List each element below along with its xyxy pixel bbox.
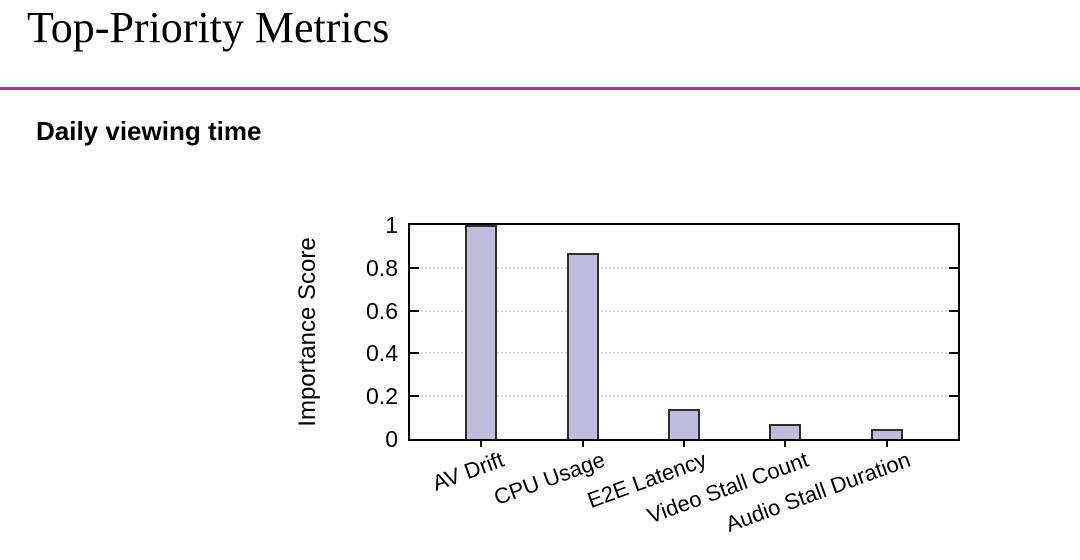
bar	[566, 253, 599, 439]
x-tick-mark	[784, 441, 787, 447]
gridline	[410, 395, 958, 398]
y-tick-label: 1	[385, 212, 398, 238]
x-tick-mark	[683, 441, 685, 447]
y-tick-mark	[949, 266, 958, 269]
y-tick-mark	[949, 309, 958, 312]
x-tick-mark	[480, 441, 483, 447]
gridline	[410, 352, 958, 355]
x-tick-mark	[885, 441, 888, 447]
y-tick-mark	[949, 352, 958, 355]
gridline	[410, 266, 958, 269]
y-tick-mark	[410, 352, 419, 355]
x-tick-mark	[581, 441, 584, 447]
title-divider	[0, 87, 1080, 90]
y-tick-label: 0.8	[366, 254, 398, 281]
bar	[769, 424, 802, 439]
bar	[465, 225, 498, 439]
bar	[668, 409, 700, 439]
page-title: Top-Priority Metrics	[27, 3, 390, 52]
y-tick-mark	[410, 395, 419, 398]
plot-area	[408, 223, 960, 447]
gridline	[410, 309, 958, 312]
y-tick-label: 0	[385, 426, 398, 452]
y-axis-label: Importance Score	[294, 237, 321, 427]
y-tick-mark	[410, 266, 419, 269]
y-tick-mark	[410, 309, 419, 312]
y-tick-label: 0.6	[366, 297, 398, 324]
section-subtitle: Daily viewing time	[36, 116, 262, 146]
y-tick-mark	[949, 395, 958, 398]
bar	[870, 429, 903, 439]
y-tick-label: 0.4	[366, 340, 398, 367]
y-tick-label: 0.2	[366, 383, 398, 410]
